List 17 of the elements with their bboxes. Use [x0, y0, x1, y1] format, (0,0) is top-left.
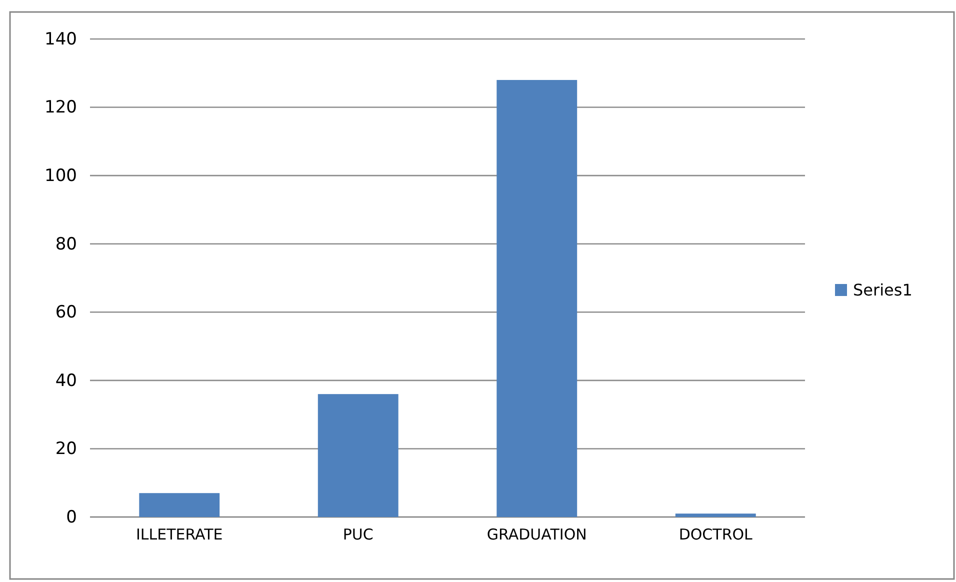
- x-tick-label: ILLETERATE: [136, 526, 223, 544]
- bar: [318, 394, 398, 517]
- y-tick-label: 0: [66, 507, 77, 528]
- y-tick-label: 20: [55, 439, 77, 460]
- x-tick-label: PUC: [342, 526, 374, 544]
- bar: [496, 80, 578, 517]
- bar: [675, 514, 756, 517]
- legend-label: Series1: [853, 280, 912, 300]
- x-tick-label: DOCTROL: [678, 526, 754, 544]
- bar: [139, 493, 220, 517]
- y-tick-label: 40: [55, 370, 77, 391]
- y-tick-label: 80: [55, 234, 77, 254]
- y-tick-label: 120: [44, 98, 77, 118]
- y-tick-label: 60: [55, 302, 77, 323]
- y-tick-label: 100: [44, 166, 77, 186]
- y-tick-label: 140: [44, 29, 77, 50]
- x-tick-label: GRADUATION: [486, 526, 587, 544]
